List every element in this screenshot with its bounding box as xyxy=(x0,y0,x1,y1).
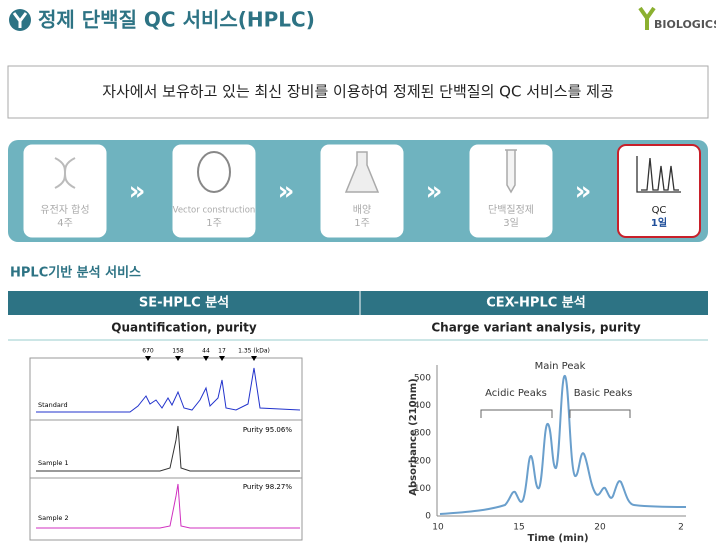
marker-arrow xyxy=(175,356,181,361)
process-label: Vector construction xyxy=(173,206,256,216)
se-chromatogram: 670 158 44 17 1.35 (kDa) Standard Sample 1 S… xyxy=(29,348,303,541)
flask-icon xyxy=(344,151,380,193)
process-arrow: » xyxy=(426,177,443,207)
annotation: Main Peak xyxy=(535,361,586,372)
section-title: HPLC기반 분석 서비스 xyxy=(10,265,141,281)
x-tick-label: 20 xyxy=(594,523,606,533)
x-axis-label: Time (min) xyxy=(527,533,588,544)
chromatogram-icon xyxy=(636,156,681,193)
y-tick-label: 500 xyxy=(414,374,431,384)
sample2-trace xyxy=(36,483,300,529)
process-steps: 유전자 합성 4주 » Vector construction 1주 » 배양 1주 » 단백질정… xyxy=(23,144,701,238)
annotation: Acidic Peaks xyxy=(485,388,547,399)
table-header-cell: CEX-HPLC 분석 xyxy=(486,296,585,311)
process-duration: 3일 xyxy=(503,217,519,229)
y-tick-label: 200 xyxy=(414,456,431,466)
marker-arrow xyxy=(251,356,257,361)
process-label: 배양 xyxy=(353,204,371,216)
plasmid-icon xyxy=(197,151,231,193)
process-arrow: » xyxy=(129,177,146,207)
dna-icon xyxy=(54,157,76,189)
header-logo xyxy=(9,9,31,31)
sample1-trace xyxy=(36,425,300,472)
process-duration: 1주 xyxy=(206,218,222,229)
y-tick-label: 0 xyxy=(425,512,431,522)
marker-label: 1.35 (kDa) xyxy=(238,348,270,355)
cex-trace xyxy=(439,374,687,515)
process-arrow: » xyxy=(278,177,295,207)
process-label: 단백질정제 xyxy=(488,204,534,216)
column-icon xyxy=(505,149,517,194)
x-tick-label: 15 xyxy=(513,523,524,533)
process-card xyxy=(23,144,107,238)
table-header xyxy=(8,291,708,315)
marker-arrow xyxy=(145,356,151,361)
panel-label: Sample 1 xyxy=(38,459,69,467)
table-header-cell: SE-HPLC 분석 xyxy=(139,296,229,311)
marker-label: 670 xyxy=(142,348,154,355)
process-duration: 1일 xyxy=(651,216,667,229)
annotation: Basic Peaks xyxy=(574,388,633,399)
brand-name: BIOLOGICS xyxy=(654,18,716,31)
y-axis-label: Absorbance (210nm) xyxy=(408,378,419,495)
process-duration: 1주 xyxy=(354,218,370,229)
y-tick-label: 300 xyxy=(414,429,431,439)
page-title: 정제 단백질 QC 서비스(HPLC) xyxy=(38,8,315,32)
x-tick-label: 2 xyxy=(678,523,684,533)
y-tick-label: 100 xyxy=(414,484,431,494)
acidic-bracket xyxy=(480,409,553,418)
cex-chart: Absorbance (210nm) Time (min) Acidic Pea… xyxy=(408,361,687,544)
size-markers: 670 158 44 17 1.35 (kDa) xyxy=(142,348,270,361)
process-arrow: » xyxy=(575,177,592,207)
marker-label: 44 xyxy=(202,348,210,355)
brand-logo: BIOLOGICS xyxy=(638,6,716,31)
basic-bracket xyxy=(569,409,631,418)
x-tick-label: 10 xyxy=(432,523,444,533)
table-cell: Charge variant analysis, purity xyxy=(431,321,640,335)
marker-label: 158 xyxy=(172,348,184,355)
table-cell: Quantification, purity xyxy=(111,321,257,335)
process-label: QC xyxy=(652,205,667,216)
process-duration: 4주 xyxy=(57,218,73,229)
purity-label: Purity 98.27% xyxy=(243,483,293,491)
marker-label: 17 xyxy=(218,348,226,355)
y-tick-label: 400 xyxy=(414,401,431,411)
marker-arrow xyxy=(203,356,209,361)
purity-label: Purity 95.06% xyxy=(243,426,293,434)
panel-label: Standard xyxy=(38,401,68,409)
intro-box xyxy=(7,65,709,119)
marker-arrow xyxy=(219,356,225,361)
intro-text: 자사에서 보유하고 있는 최신 장비를 이용하여 정제된 단백질의 QC 서비스… xyxy=(102,83,614,101)
process-card xyxy=(617,144,701,238)
standard-trace xyxy=(36,367,301,413)
chromatogram-frame xyxy=(29,357,303,541)
process-label: 유전자 합성 xyxy=(40,204,89,216)
panel-label: Sample 2 xyxy=(38,514,69,522)
